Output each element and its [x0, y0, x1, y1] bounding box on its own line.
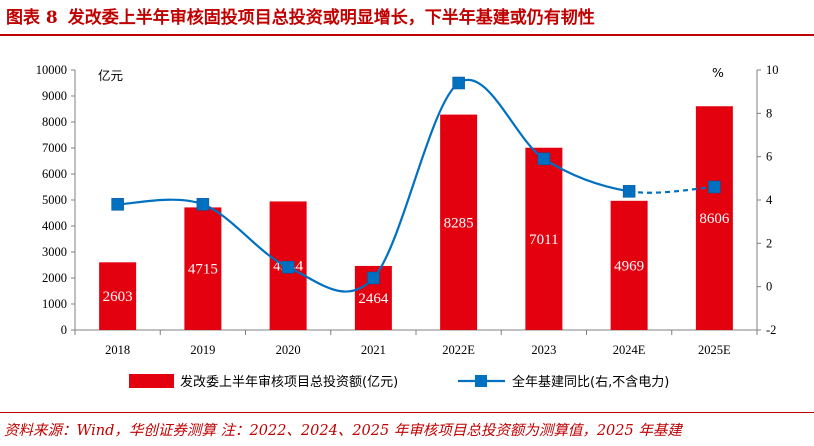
line-point	[367, 271, 380, 285]
bar	[525, 147, 563, 330]
left-axis-tick-label: 6000	[42, 167, 67, 181]
title-rule	[0, 34, 814, 36]
left-axis-tick-label: 4000	[42, 219, 67, 233]
bar	[440, 114, 478, 330]
bar-data-label: 2464	[358, 291, 389, 307]
figure-title: 图表 8 发改委上半年审核固投项目总投资或明显增长，下半年基建或仍有韧性	[6, 4, 808, 32]
left-axis-tick-label: 9000	[42, 89, 67, 103]
source-note: 资料来源：Wind，华创证券测算 注：2022、2024、2025 年审核项目总…	[4, 423, 682, 439]
bar	[695, 106, 733, 330]
left-axis-tick-label: 5000	[42, 193, 67, 207]
line-point	[111, 198, 124, 211]
x-axis-tick-label: 2020	[276, 343, 301, 357]
line-point	[537, 152, 551, 166]
x-axis-tick-label: 2021	[361, 343, 386, 357]
chart-axes: 0100020003000400050006000700080009000100…	[36, 63, 779, 357]
right-axis-tick-label: 8	[766, 106, 772, 120]
x-axis-tick-label: 2023	[531, 343, 556, 357]
legend-label-bar: 发改委上半年审核项目总投资额(亿元)	[180, 374, 398, 390]
left-axis-tick-label: 8000	[42, 115, 67, 129]
line-point	[281, 260, 295, 274]
legend-swatch-bar	[129, 374, 174, 388]
line-series-dashed-path	[628, 185, 715, 194]
left-axis-unit: 亿元	[98, 68, 123, 83]
bar-data-label: 7011	[529, 232, 558, 248]
bar-data-label: 8285	[444, 215, 474, 231]
left-axis-tick-label: 3000	[42, 245, 67, 259]
right-axis-tick-label: 6	[766, 150, 772, 164]
bar	[184, 207, 222, 330]
right-axis-tick-label: 4	[766, 193, 773, 207]
x-axis-tick-label: 2024E	[613, 343, 646, 357]
chart-legend: 发改委上半年审核项目总投资额(亿元) 全年基建同比(右,不含电力)	[129, 374, 669, 390]
left-axis-tick-label: 2000	[42, 271, 67, 285]
left-axis-tick-label: 7000	[42, 141, 67, 155]
line-series	[111, 76, 721, 293]
legend-label-line: 全年基建同比(右,不含电力)	[512, 374, 669, 390]
figure-number: 图表 8	[6, 8, 58, 28]
x-axis-tick-label: 2022E	[442, 343, 475, 357]
bar-data-label: 4969	[614, 258, 644, 274]
bar	[99, 262, 137, 330]
line-point	[452, 76, 465, 90]
right-axis-tick-label: 2	[766, 236, 772, 250]
right-axis-tick-label: 0	[766, 280, 772, 294]
left-axis-tick-label: 10000	[36, 63, 67, 77]
bar-data-label: 8606	[699, 211, 730, 227]
line-point	[196, 198, 210, 211]
figure-title-text: 发改委上半年审核固投项目总投资或明显增长，下半年基建或仍有韧性	[67, 8, 595, 28]
source-rule	[0, 412, 814, 413]
bar-series	[99, 106, 733, 330]
left-axis-tick-label: 0	[61, 323, 67, 337]
legend-swatch-marker	[475, 375, 487, 387]
right-axis-tick-label: -2	[766, 323, 776, 337]
bar-data-label: 2603	[103, 289, 133, 305]
line-point	[708, 180, 721, 194]
x-axis-tick-label: 2018	[105, 343, 130, 357]
bar-data-label: 4715	[188, 262, 218, 278]
right-axis-tick-label: 10	[766, 63, 779, 77]
x-axis-tick-label: 2019	[190, 343, 215, 357]
right-axis-unit: %	[712, 65, 724, 80]
x-axis-tick-label: 2025E	[698, 343, 731, 357]
bar	[610, 200, 648, 330]
left-axis-tick-label: 1000	[42, 297, 67, 311]
line-point	[622, 185, 636, 198]
